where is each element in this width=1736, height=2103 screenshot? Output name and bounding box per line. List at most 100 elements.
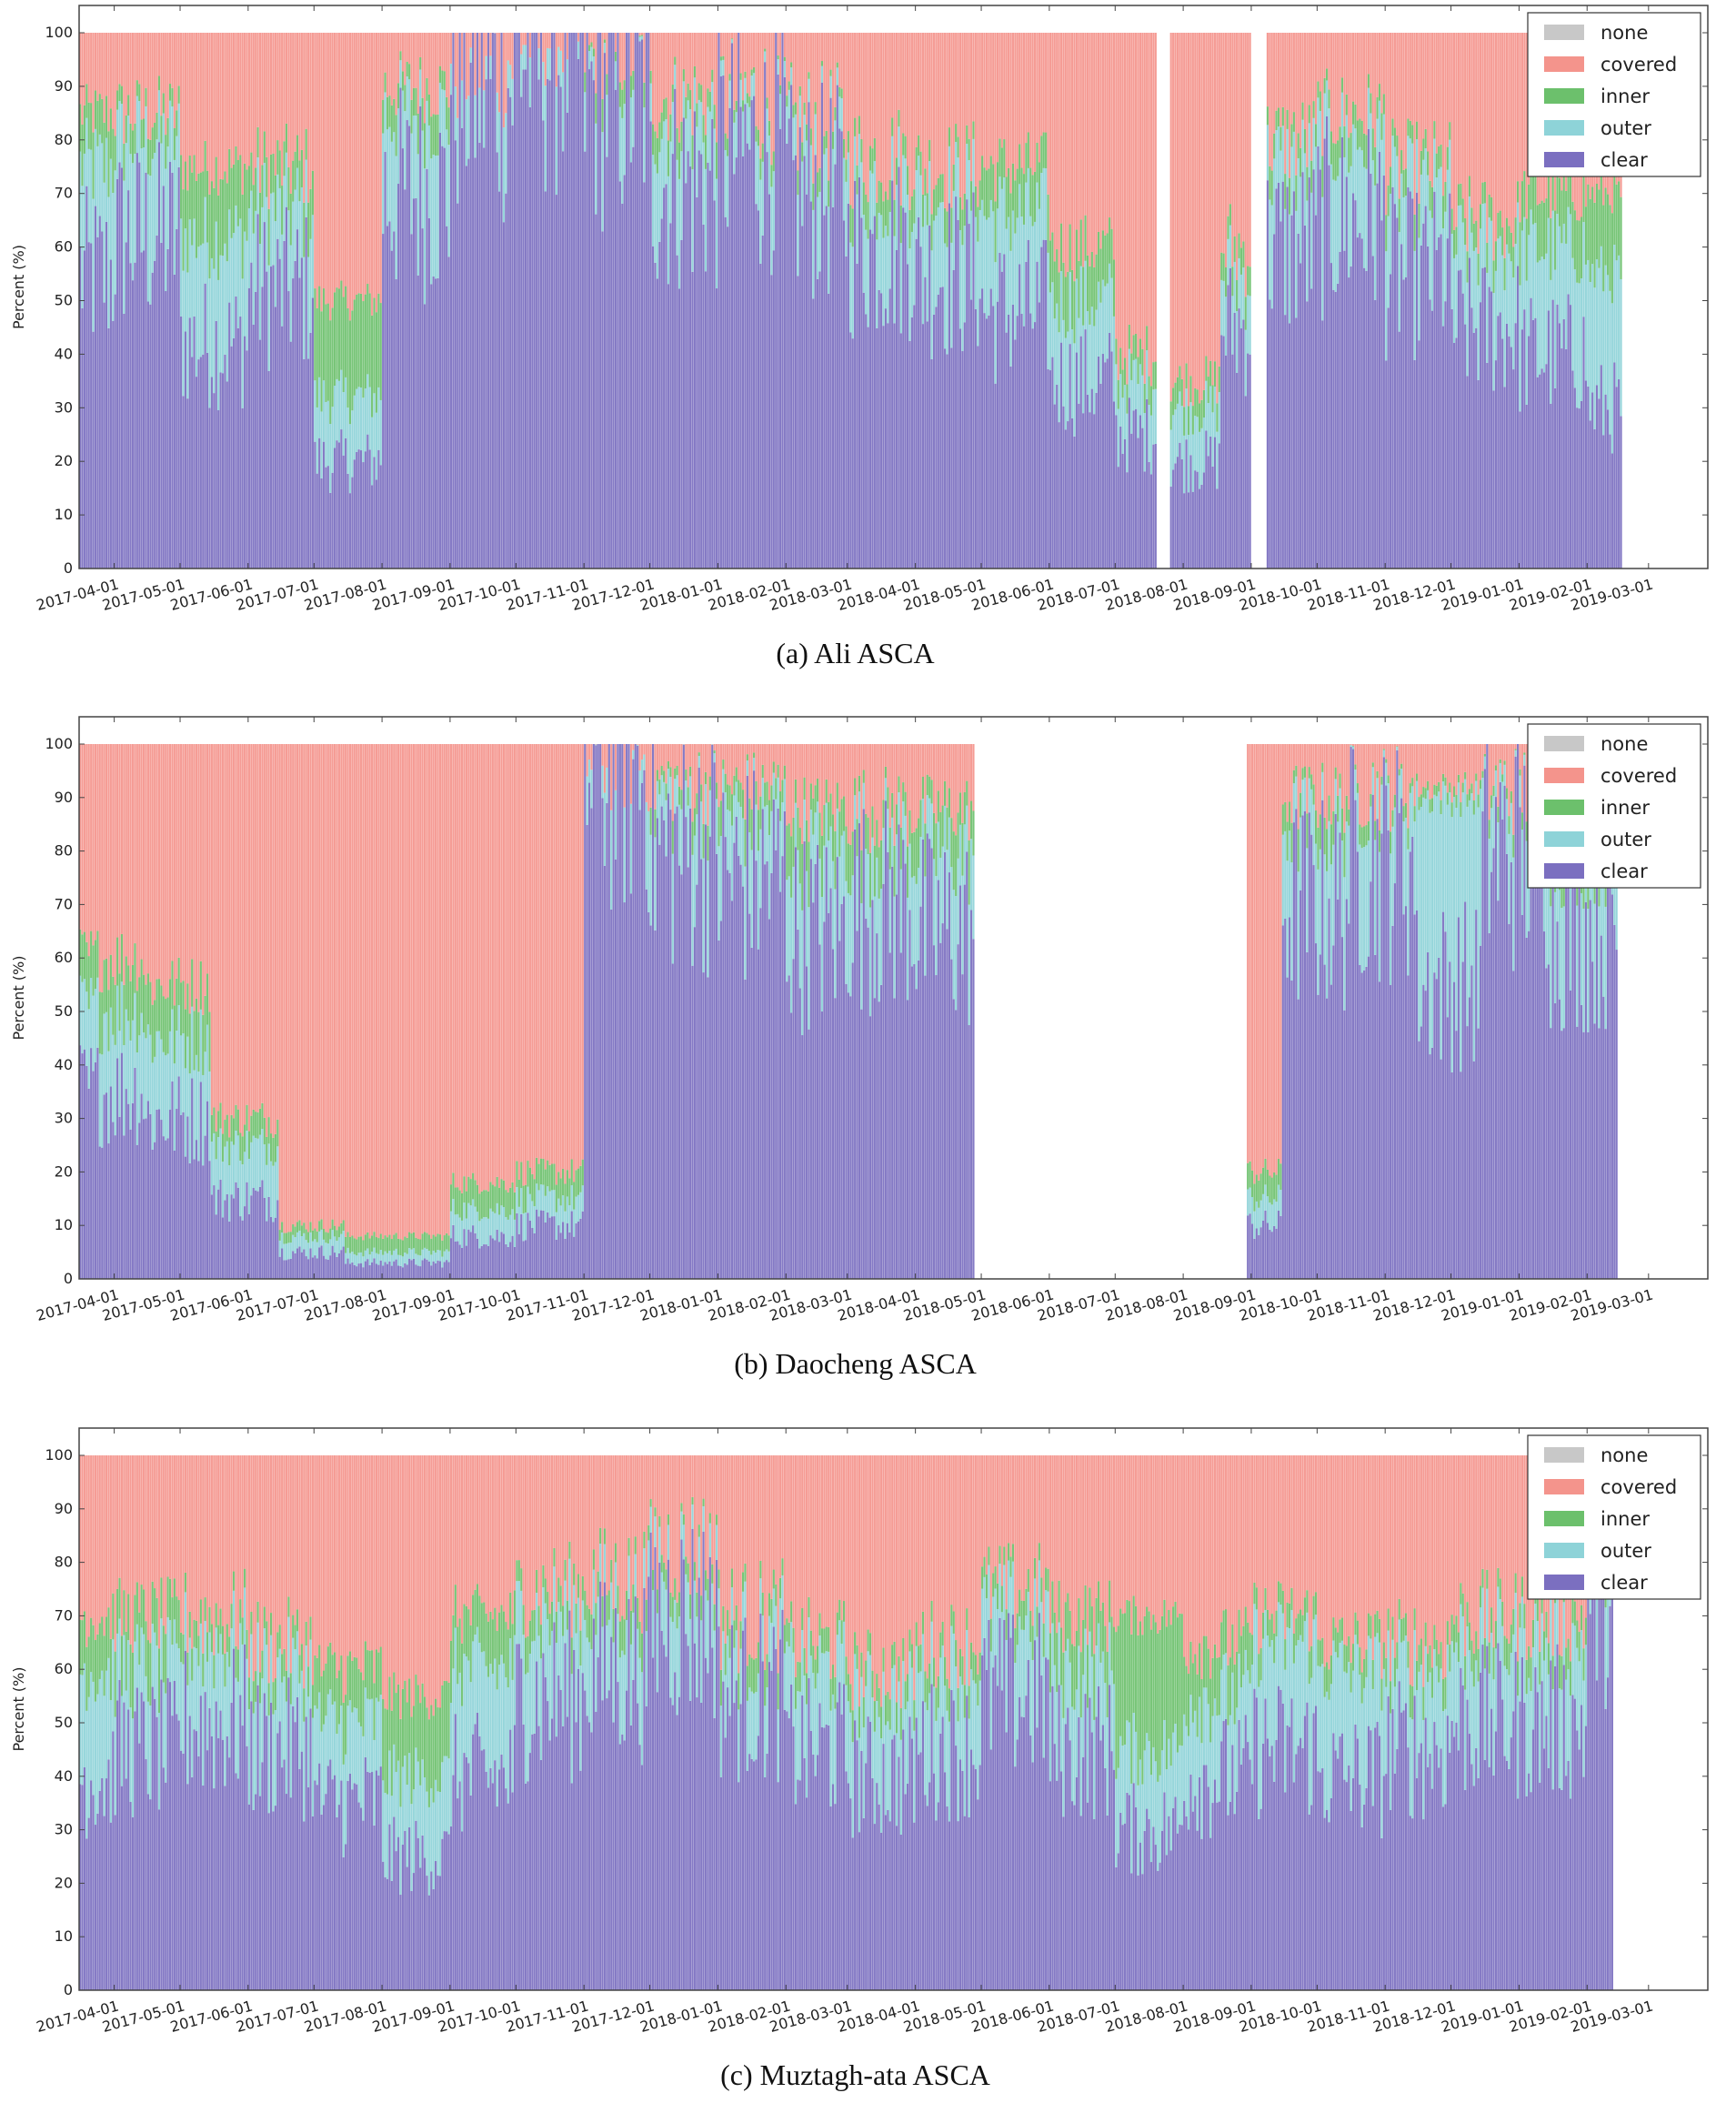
bar-covered: [513, 744, 517, 1192]
bar-clear: [1269, 1229, 1271, 1279]
bar-clear: [399, 1265, 402, 1279]
bar-covered: [160, 744, 163, 986]
bar-inner: [213, 187, 216, 269]
bar-covered: [1205, 33, 1208, 357]
bar-covered: [728, 744, 731, 786]
bar-outer: [778, 820, 782, 892]
bar-inner: [1149, 386, 1153, 416]
bar-clear: [489, 78, 492, 569]
bar-clear: [1530, 838, 1532, 1279]
bar-outer: [1354, 128, 1357, 201]
bar-inner: [1154, 361, 1157, 389]
bar-clear: [314, 441, 316, 569]
bar-covered: [423, 744, 426, 1233]
bar-clear: [1390, 274, 1392, 569]
bar-covered: [1089, 33, 1091, 267]
bar-outer: [1328, 820, 1330, 899]
bar-covered: [333, 33, 336, 293]
bar-inner: [937, 177, 939, 207]
bar-clear: [818, 944, 821, 1279]
bar-outer: [1345, 115, 1348, 177]
bar-outer: [1494, 270, 1498, 361]
bar-clear: [735, 157, 738, 569]
bar-clear: [1531, 746, 1535, 1279]
bar-inner: [1545, 198, 1548, 254]
bar-clear: [1270, 308, 1273, 569]
bar-clear: [809, 859, 812, 1279]
bar-covered: [887, 33, 889, 200]
bar-inner: [867, 817, 869, 854]
bar-covered: [772, 744, 775, 762]
bar-covered: [858, 744, 861, 776]
bar-covered: [1321, 744, 1324, 763]
bar-outer: [603, 792, 607, 866]
bar-covered: [1292, 33, 1295, 113]
bar-inner: [918, 135, 920, 156]
bar-clear: [517, 1233, 520, 1279]
bar-inner: [244, 163, 246, 232]
bar-clear: [978, 298, 981, 569]
bar-inner: [498, 1187, 501, 1215]
bar-covered: [1378, 33, 1381, 85]
bar-inner: [390, 1239, 393, 1255]
bar-covered: [1312, 744, 1315, 785]
bar-covered: [614, 744, 617, 790]
bar-covered: [559, 744, 562, 1179]
bar-inner: [1424, 788, 1427, 800]
bar-covered: [1301, 33, 1304, 103]
bar-outer: [797, 195, 799, 277]
bar-inner: [761, 764, 764, 779]
segment-2018-02-01: [786, 744, 848, 1279]
bar-outer: [621, 117, 624, 204]
bar-clear: [1189, 455, 1192, 569]
bar-outer: [1058, 332, 1060, 423]
bar-clear: [1578, 408, 1580, 569]
bar-clear: [406, 1264, 408, 1279]
bar-covered: [270, 33, 273, 155]
bar-covered: [208, 744, 211, 1012]
bar-outer: [437, 1250, 439, 1261]
bar-covered: [1446, 744, 1449, 793]
bar-clear: [483, 1244, 486, 1279]
bar-clear: [812, 298, 815, 569]
bar-covered: [867, 744, 869, 818]
bar-clear: [566, 113, 569, 569]
bar-inner: [390, 105, 393, 142]
bar-covered: [460, 33, 464, 81]
bar-clear: [305, 216, 307, 569]
bar-outer: [1270, 1204, 1273, 1233]
bar-inner: [1351, 746, 1355, 747]
bar-clear: [221, 1217, 225, 1279]
bar-outer: [1073, 343, 1076, 437]
bar-inner: [226, 1114, 228, 1142]
bar-covered: [1508, 33, 1510, 226]
bar-clear: [981, 288, 984, 569]
bar-covered: [507, 744, 509, 1192]
bar-outer: [83, 153, 85, 251]
bar-inner: [362, 301, 365, 398]
bar-clear: [948, 203, 950, 569]
bar-covered: [1390, 744, 1392, 832]
bar-outer: [667, 769, 670, 794]
bar-outer: [326, 400, 329, 467]
bar-clear: [419, 1266, 422, 1279]
bar-outer: [1187, 435, 1190, 493]
bar-covered: [842, 33, 846, 139]
bar-clear: [1231, 354, 1234, 569]
bar-covered: [1490, 744, 1493, 796]
bar-outer: [460, 1220, 464, 1248]
bar-clear: [239, 1216, 242, 1279]
bar-outer: [1387, 216, 1390, 308]
bar-clear: [880, 984, 883, 1279]
bar-inner: [208, 194, 211, 279]
bar-inner: [1179, 366, 1181, 392]
bar-clear: [241, 1220, 244, 1279]
bar-covered: [281, 33, 284, 186]
bar-outer: [963, 226, 966, 323]
bar-outer: [151, 1062, 154, 1150]
bar-inner: [156, 979, 158, 1031]
bar-outer: [1536, 262, 1539, 377]
bar-clear: [1233, 312, 1236, 569]
bar-clear: [1244, 396, 1247, 569]
bar-clear: [522, 69, 525, 569]
